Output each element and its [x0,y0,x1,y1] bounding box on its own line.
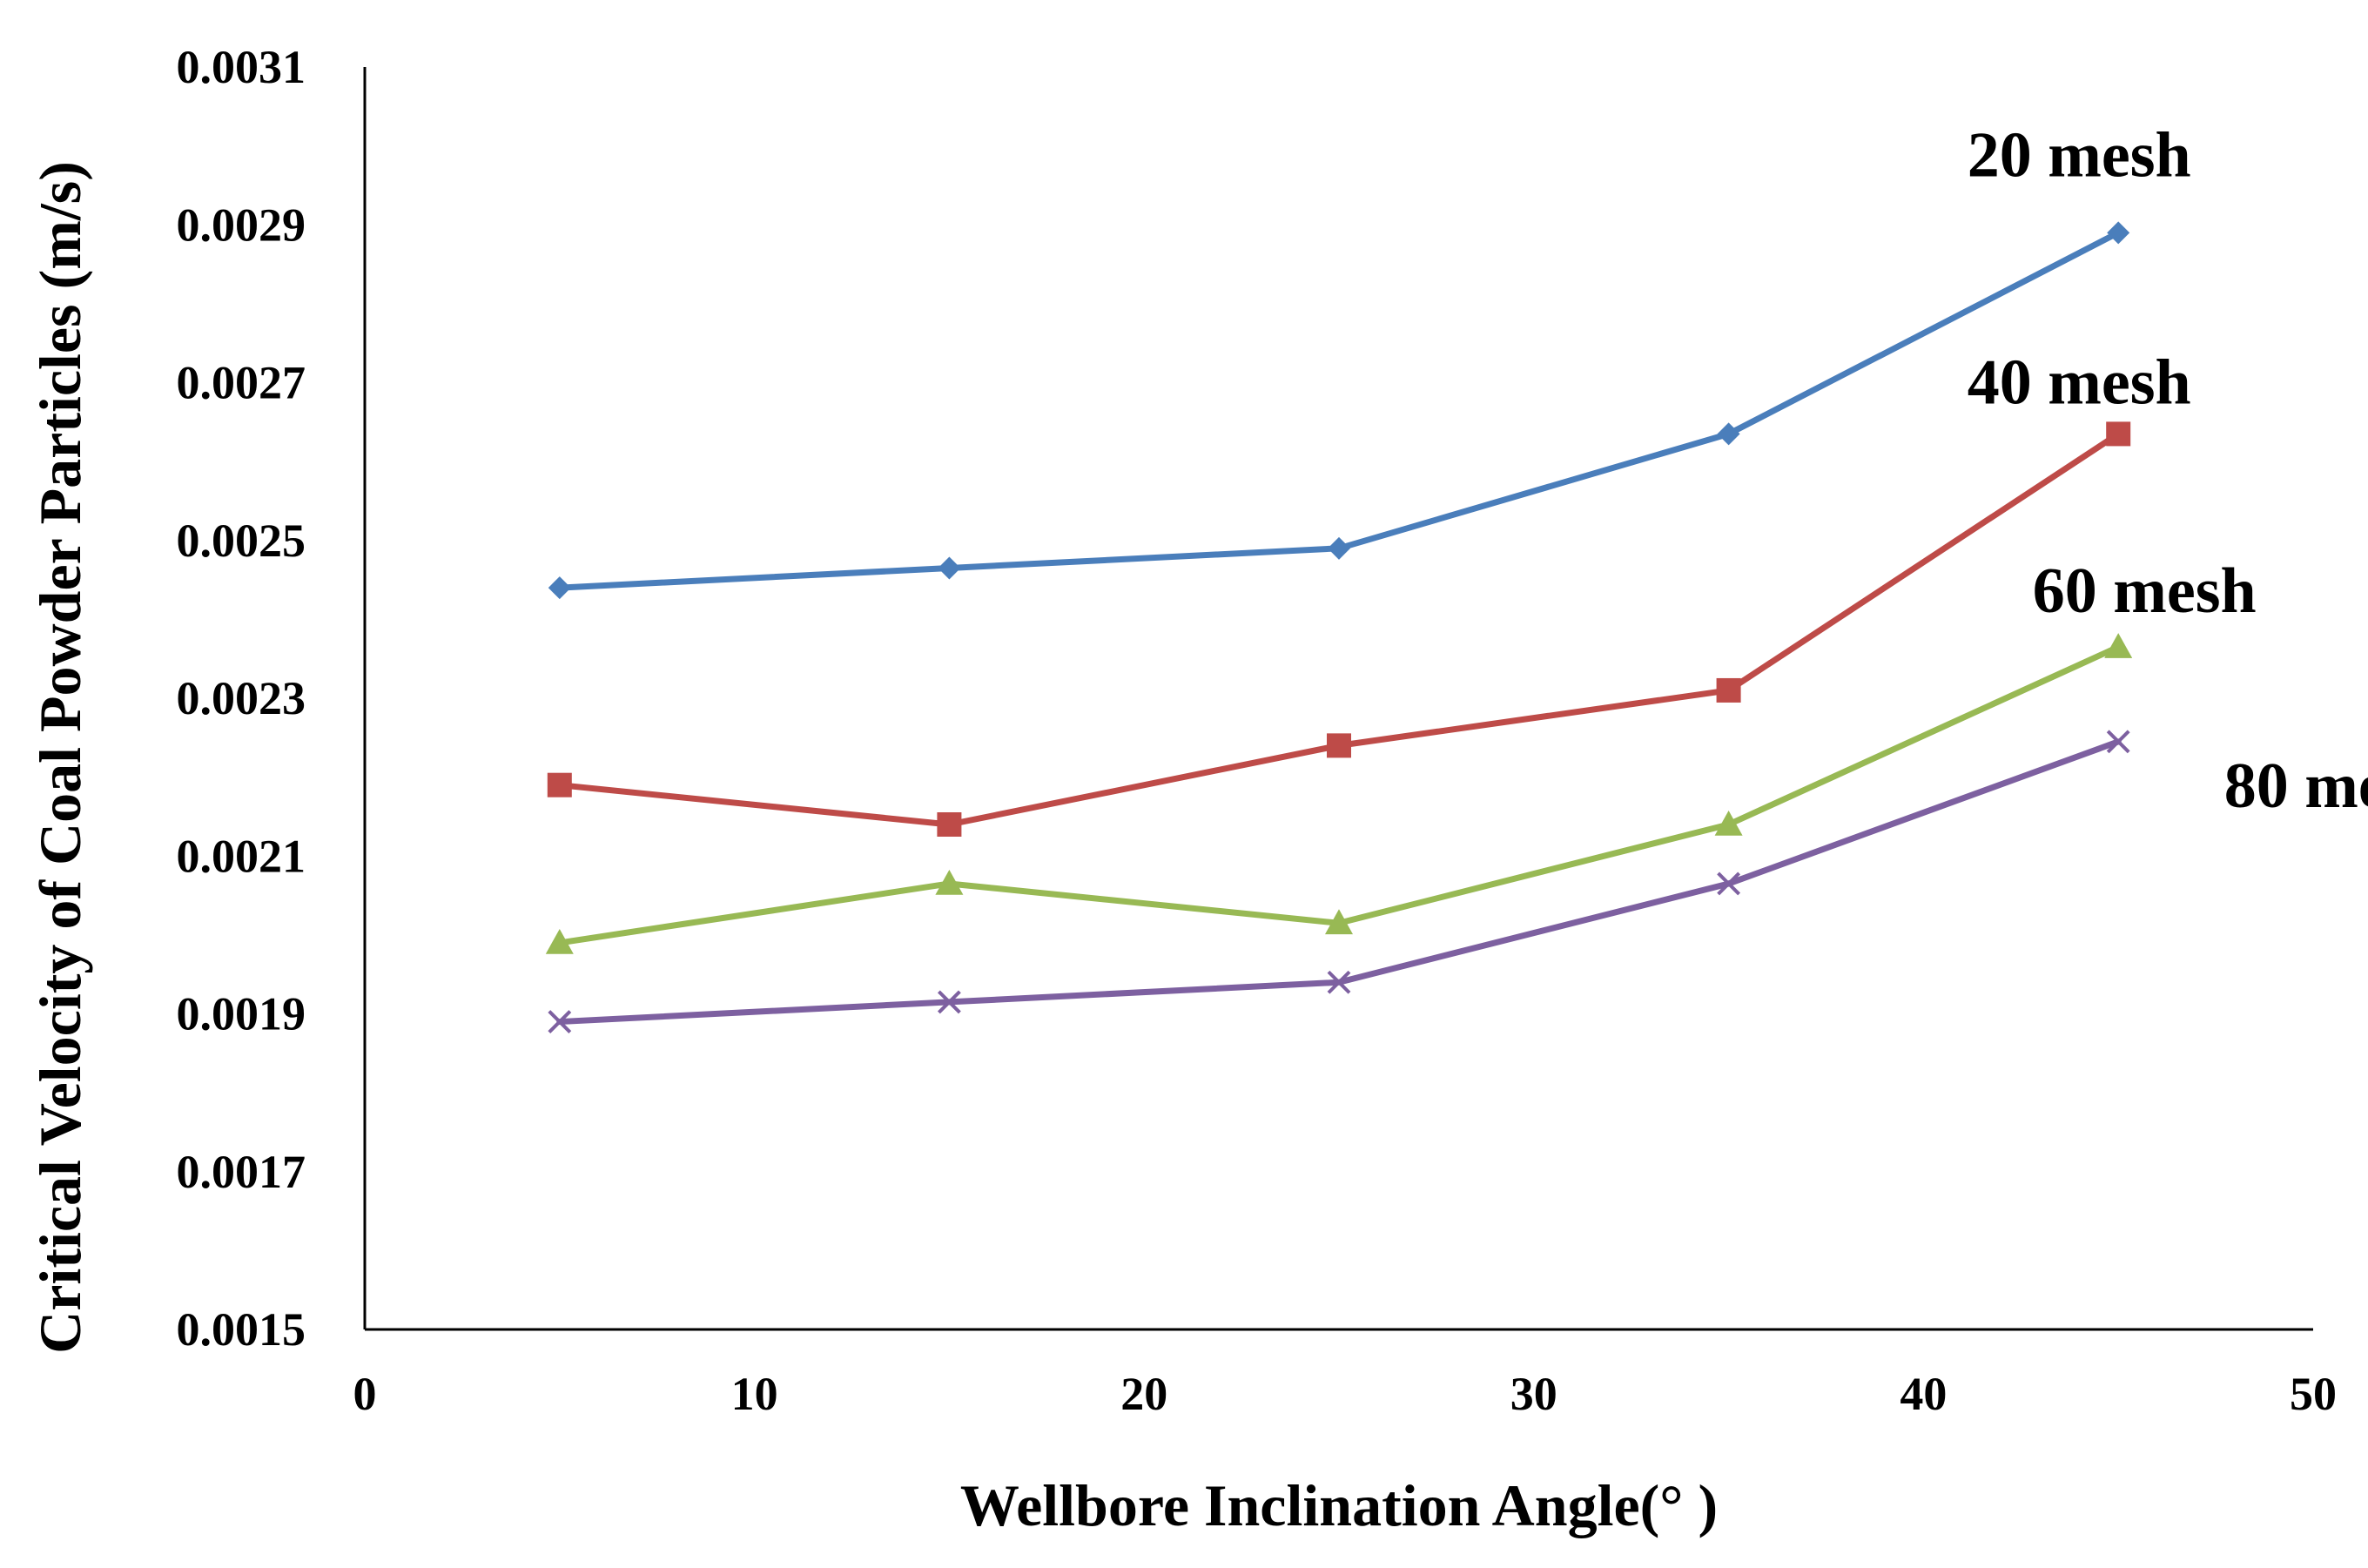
data-point-40-mesh [1716,677,1741,703]
series-line-40-mesh [556,430,2122,828]
x-tick-label: 0 [353,1368,377,1420]
y-tick-label: 0.0029 [177,199,306,251]
data-point-60-mesh [2104,633,2133,658]
x-tick-label: 10 [731,1368,778,1420]
data-point-20-mesh [548,576,571,600]
x-axis-title: Wellbore Inclination Angle(° ) [960,1472,1718,1538]
y-tick-label: 0.0025 [177,515,306,567]
data-point-80-mesh [2106,730,2130,754]
series-label-40-mesh: 40 mesh [1968,347,2191,418]
data-point-20-mesh [1328,536,1350,560]
series-labels: 20 mesh 40 mesh 60 mesh 80 mesh [1968,119,2368,822]
x-tick-label: 20 [1120,1368,1167,1420]
x-tick-label: 40 [1900,1368,1947,1420]
series-line-60-mesh [556,643,2122,946]
series-label-60-mesh: 60 mesh [2033,555,2257,627]
data-point-60-mesh [1325,909,1353,935]
x-tick-label: 30 [1510,1368,1557,1420]
x-tick-labels: 0 10 20 30 40 50 [353,1368,2338,1420]
series-line-80-mesh [556,738,2122,1026]
data-point-20-mesh [2107,221,2130,245]
y-tick-label: 0.0031 [177,41,306,93]
y-tick-label: 0.0015 [177,1303,306,1356]
series-line-20-mesh [556,229,2122,591]
data-point-40-mesh [2106,421,2131,447]
y-tick-label: 0.0023 [177,672,306,724]
series-group [545,221,2133,1033]
series-80-mesh [548,730,2130,1033]
data-point-40-mesh [547,772,572,797]
data-point-80-mesh [937,990,961,1014]
series-label-20-mesh: 20 mesh [1968,119,2191,191]
series-label-80-mesh: 80 mesh [2224,750,2368,822]
data-point-60-mesh [545,928,574,954]
data-point-20-mesh [938,556,961,580]
data-point-60-mesh [935,869,964,895]
data-point-20-mesh [1717,422,1740,446]
y-axis-title: Critical Velocity of Coal Powder Particl… [27,161,93,1354]
y-tick-label: 0.0017 [177,1146,306,1198]
data-point-40-mesh [937,812,962,837]
data-point-80-mesh [548,1010,572,1033]
data-point-40-mesh [1327,733,1351,758]
data-point-80-mesh [1717,871,1741,896]
data-point-80-mesh [1327,970,1351,994]
y-tick-labels: 0.0015 0.0017 0.0019 0.0021 0.0023 0.0025 0.00… [177,41,306,1356]
data-point-60-mesh [1714,811,1743,836]
series-60-mesh [545,633,2133,954]
x-tick-label: 50 [2290,1368,2337,1420]
series-40-mesh [547,421,2131,837]
axes [363,67,2313,1331]
y-tick-label: 0.0019 [177,988,306,1040]
y-tick-label: 0.0021 [177,830,306,882]
y-tick-label: 0.0027 [177,357,306,409]
series-20-mesh [548,221,2130,600]
